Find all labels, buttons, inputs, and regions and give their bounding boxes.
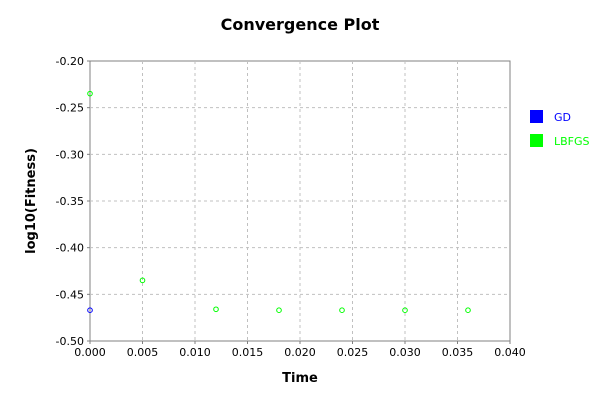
x-tick-label: 0.030 [389, 346, 421, 359]
x-tick-label: 0.035 [442, 346, 474, 359]
x-tick-label: 0.040 [494, 346, 526, 359]
y-tick-label: -0.35 [56, 195, 84, 208]
grid-lines [90, 61, 510, 341]
lbfgs-point [87, 90, 93, 97]
lbfgs-point [339, 307, 345, 314]
x-tick-label: 0.000 [74, 346, 106, 359]
x-tick-label: 0.020 [284, 346, 316, 359]
lbfgs-point [465, 307, 471, 314]
data-points [87, 90, 471, 314]
y-tick-label: -0.50 [56, 335, 84, 348]
x-tick-label: 0.025 [337, 346, 369, 359]
lbfgs-point [276, 307, 282, 314]
y-tick-label: -0.20 [56, 55, 84, 68]
legend-label-lbfgs: LBFGS [554, 135, 590, 148]
y-tick-label: -0.30 [56, 148, 84, 161]
x-tick-label: 0.015 [232, 346, 264, 359]
x-axis-label: Time [282, 371, 318, 386]
lbfgs-point [402, 307, 408, 314]
legend-swatch-gd [530, 110, 543, 123]
y-axis-ticks: -0.20 -0.25 -0.30 -0.35 -0.40 -0.45 -0.50 [56, 55, 90, 348]
lbfgs-point [213, 306, 219, 313]
y-tick-label: -0.25 [56, 102, 84, 115]
y-axis-label: log10(Fitness) [24, 148, 39, 254]
x-tick-label: 0.005 [127, 346, 159, 359]
lbfgs-point [139, 277, 146, 284]
chart-title: Convergence Plot [221, 15, 380, 34]
x-tick-label: 0.010 [179, 346, 211, 359]
y-tick-label: -0.40 [56, 242, 84, 255]
legend: GD LBFGS [530, 110, 590, 148]
x-axis-ticks: 0.000 0.005 0.010 0.015 0.020 0.025 0.030 0.035… [74, 341, 526, 359]
y-tick-label: -0.45 [56, 288, 84, 301]
gd-point [87, 307, 93, 314]
legend-label-gd: GD [554, 111, 571, 124]
legend-swatch-lbfgs [530, 134, 543, 147]
